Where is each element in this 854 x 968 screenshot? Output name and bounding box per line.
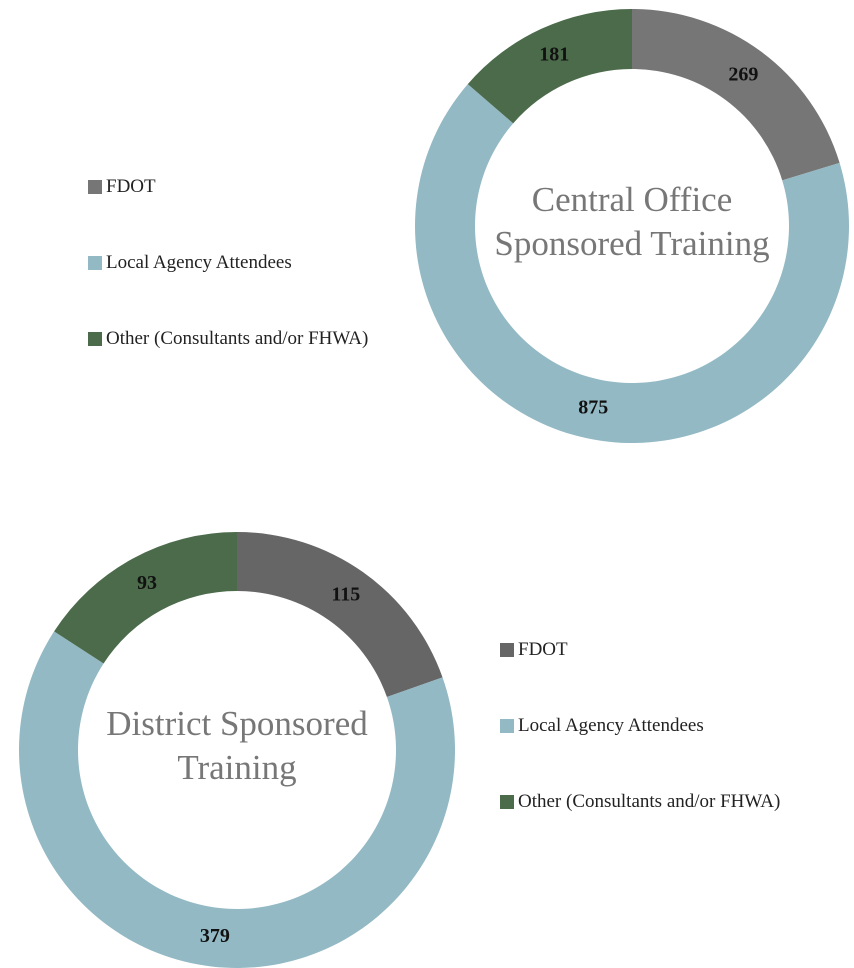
legend-item: Local Agency Attendees <box>88 251 386 275</box>
legend-label: Local Agency Attendees <box>518 715 704 736</box>
legend-swatch <box>88 332 102 346</box>
legend-item: FDOT <box>500 638 798 662</box>
donut-segment <box>54 532 237 664</box>
legend-swatch <box>88 256 102 270</box>
center-title: Central Office Sponsored Training <box>494 180 770 263</box>
legend-item: FDOT <box>88 175 386 199</box>
data-label: 875 <box>578 397 608 419</box>
data-label: 93 <box>137 572 157 594</box>
legend-swatch <box>500 719 514 733</box>
donut-segment <box>467 9 632 124</box>
data-label: 379 <box>200 925 230 947</box>
legend-label: Local Agency Attendees <box>106 252 292 273</box>
legend-swatch <box>88 180 102 194</box>
donut-segment <box>19 631 455 968</box>
data-label: 115 <box>331 584 360 606</box>
legend-label: Other (Consultants and/or FHWA) <box>106 328 369 349</box>
legend-label: Other (Consultants and/or FHWA) <box>518 791 781 812</box>
center-title: District Sponsored Training <box>106 704 368 787</box>
donut-segment <box>237 532 443 697</box>
donut-segment <box>415 84 849 444</box>
donut-segment <box>632 9 840 181</box>
legend-swatch <box>500 643 514 657</box>
legend-item: Other (Consultants and/or FHWA) <box>500 790 798 814</box>
legend-label: FDOT <box>518 639 568 660</box>
legend-swatch <box>500 795 514 809</box>
legend-label: FDOT <box>106 176 156 197</box>
legend-item: Local Agency Attendees <box>500 714 798 738</box>
data-label: 181 <box>539 44 569 66</box>
legend-item: Other (Consultants and/or FHWA) <box>88 327 386 351</box>
data-label: 269 <box>728 63 758 85</box>
